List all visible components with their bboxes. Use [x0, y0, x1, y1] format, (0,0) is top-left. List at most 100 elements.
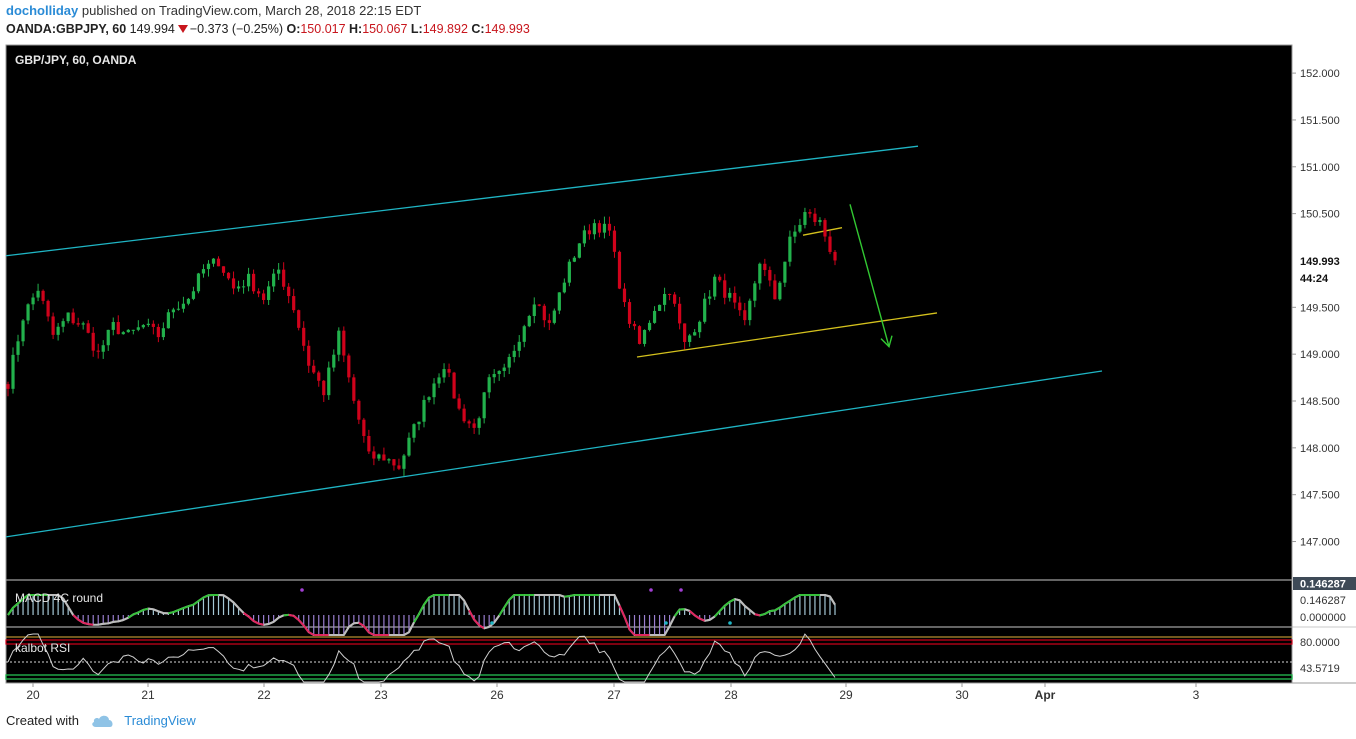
price-tick-label: 151.000 [1300, 162, 1340, 174]
macd-line-segment [684, 608, 690, 612]
macd-line-segment [348, 622, 355, 628]
candle [607, 223, 612, 231]
tradingview-link[interactable]: TradingView [124, 713, 196, 728]
candle [191, 291, 196, 299]
macd-line-segment [613, 594, 621, 607]
macd-line-segment [428, 594, 435, 599]
high-value: 150.067 [362, 22, 408, 36]
candle [196, 273, 201, 292]
candle [76, 323, 80, 325]
macd-line-segment [483, 625, 490, 630]
candle [116, 322, 120, 335]
macd-line-segment [72, 614, 79, 621]
candle [768, 269, 772, 281]
time-tick-label: 27 [607, 688, 621, 702]
candle [397, 465, 401, 469]
rsi-pane [5, 633, 1293, 683]
macd-line-segment [122, 616, 129, 621]
macd-line-segment [247, 615, 255, 622]
candle [151, 323, 155, 327]
candle [86, 323, 90, 333]
author-link[interactable]: docholliday [6, 3, 79, 18]
low-value: 149.892 [422, 22, 468, 36]
candle [622, 288, 627, 303]
macd-line-segment [498, 606, 506, 617]
macd-line-segment [288, 613, 294, 617]
candle [582, 230, 586, 244]
macd-line-segment [663, 625, 671, 636]
candle [56, 326, 60, 335]
macd-signal-dot [728, 621, 732, 625]
macd-top-label: 0.146287 [1300, 579, 1346, 591]
publish-line: docholliday published on TradingView.com… [6, 3, 421, 18]
macd-line-segment [173, 609, 179, 614]
macd-line-segment [413, 613, 420, 623]
macd-line-segment [688, 610, 696, 617]
macd-line-segment [197, 596, 205, 602]
candle [733, 292, 737, 303]
resistance-segment [802, 227, 843, 236]
candle [131, 329, 135, 331]
macd-line-segment [268, 620, 275, 625]
macd-line-segment [829, 595, 836, 606]
candle [688, 335, 692, 342]
candle [36, 290, 40, 298]
candle [201, 269, 206, 274]
candle [432, 383, 436, 398]
candle [748, 300, 752, 321]
macd-line-segment [168, 611, 174, 615]
macd-line-segment [784, 599, 791, 605]
candle [627, 302, 632, 324]
candle [211, 258, 216, 264]
candle [51, 316, 55, 335]
candle [91, 332, 95, 351]
macd-line-segment [192, 600, 200, 606]
macd-line-segment [769, 609, 775, 613]
macd-line-segment [403, 631, 410, 636]
publish-header: docholliday published on TradingView.com… [0, 0, 1356, 42]
price-tick-label: 148.500 [1300, 396, 1340, 408]
candle [31, 297, 35, 305]
macd-line-segment [188, 603, 194, 608]
rsi-line [7, 633, 836, 683]
candle [392, 459, 396, 466]
candle [342, 330, 346, 356]
candle [186, 298, 191, 304]
candle [327, 367, 331, 396]
candle [146, 323, 150, 326]
price-tick-label: 149.500 [1300, 302, 1340, 314]
candle [492, 374, 496, 378]
candle [332, 354, 336, 368]
macd-line-segment [824, 594, 831, 598]
macd-line-segment [342, 626, 350, 636]
macd-line-segment [132, 611, 139, 616]
candle [457, 398, 461, 409]
candle [512, 350, 516, 357]
macd-top-badge [1293, 577, 1356, 590]
price-chart[interactable]: 152.000 151.500 151.000 150.500 149.500 149.0… [0, 42, 1356, 707]
candle [136, 327, 140, 330]
macd-line-segment [178, 607, 184, 612]
channel-lower-line [5, 370, 1103, 538]
macd-line-segment [794, 594, 801, 599]
macd-line-segment [468, 609, 476, 621]
candle [402, 455, 406, 469]
macd-line-segment [302, 624, 310, 633]
price-tick-label: 148.000 [1300, 443, 1340, 455]
candle [6, 384, 10, 389]
candle [778, 282, 782, 300]
candle [602, 223, 607, 233]
macd-line-segment [263, 622, 269, 626]
macd-line-segment [137, 609, 144, 614]
macd-line-segment [242, 612, 250, 618]
time-tick-label: Apr [1035, 688, 1056, 702]
candle [61, 321, 65, 327]
close-value: 149.993 [484, 22, 530, 36]
macd-line-segment [704, 618, 710, 622]
candle [652, 310, 657, 323]
candle [783, 261, 787, 283]
candle [382, 454, 386, 461]
candle [567, 261, 571, 283]
macd-line-segment [458, 594, 465, 602]
candle [693, 332, 697, 336]
